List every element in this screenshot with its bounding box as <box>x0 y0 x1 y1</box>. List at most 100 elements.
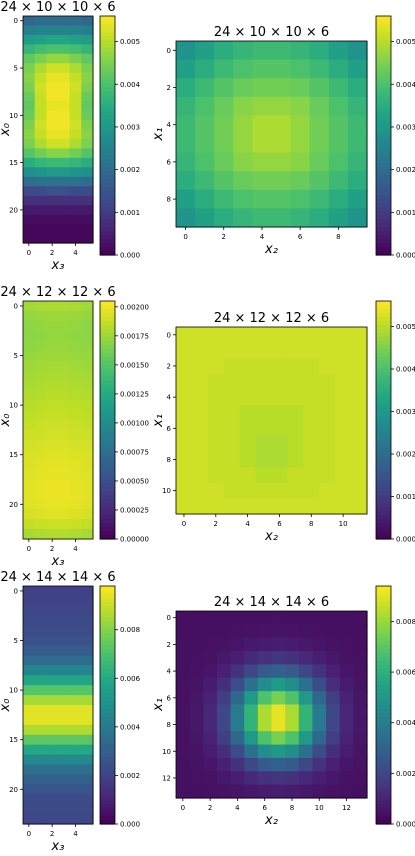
heatmap-cell <box>214 115 234 135</box>
heatmap-cell <box>23 420 36 431</box>
colorbar-segment <box>376 199 391 204</box>
colorbar-segment <box>376 597 391 603</box>
heatmap-cell <box>203 757 218 772</box>
heatmap-cell <box>298 624 314 639</box>
heatmap-cell <box>46 205 59 216</box>
colorbar-segment <box>376 47 391 53</box>
heatmap-cell <box>239 327 257 344</box>
colorbar-segment <box>100 491 115 496</box>
heatmap-cell <box>69 595 82 607</box>
heatmap-cell <box>69 233 82 244</box>
heatmap-cell <box>271 389 289 406</box>
heatmap-cell <box>58 44 71 55</box>
heatmap-cell <box>46 705 59 716</box>
heatmap-cell <box>58 645 71 657</box>
heatmap-cell <box>23 705 36 716</box>
heatmap-cell <box>351 327 368 344</box>
heatmap-cell <box>298 664 314 679</box>
colorbar-segment <box>100 653 115 658</box>
x-axis-label: x₃ <box>51 839 65 852</box>
heatmap-cell <box>23 655 36 666</box>
heatmap-cell <box>23 595 36 607</box>
colorbar-segment <box>376 736 391 742</box>
heatmap-cell <box>353 611 368 625</box>
colorbar-segment <box>100 79 115 85</box>
heatmap-cell <box>69 794 82 805</box>
y-tick-label: 20 <box>9 501 18 509</box>
y-tick-label: 5 <box>14 352 18 360</box>
heatmap-cell <box>81 439 94 451</box>
chart-title: 24 × 14 × 14 × 6 <box>214 595 329 610</box>
heatmap-cell <box>81 794 94 805</box>
heatmap-cell <box>335 498 352 515</box>
colorbar-segment <box>100 344 115 350</box>
heatmap-cell <box>81 310 94 322</box>
colorbar-segment <box>100 119 115 125</box>
colorbar-segment <box>100 219 115 224</box>
heatmap-cell <box>257 771 273 786</box>
heatmap-cell <box>233 208 253 228</box>
heatmap-cell <box>176 342 193 359</box>
heatmap-cell <box>46 120 59 131</box>
heatmap-cell <box>271 436 289 453</box>
colorbar-tick-label: 0.005 <box>120 38 140 46</box>
plot-frame <box>22 15 94 244</box>
heatmap-cell <box>81 205 94 216</box>
heatmap-cell <box>328 78 349 98</box>
heatmap-cell <box>46 586 59 597</box>
heatmap-cell <box>271 420 289 437</box>
colorbar-segment <box>376 796 391 801</box>
heatmap-cell <box>255 327 273 344</box>
heatmap-cell <box>34 148 47 159</box>
heatmap-cell <box>271 342 289 359</box>
heatmap-cell <box>46 129 59 140</box>
colorbar-segment <box>100 388 115 393</box>
colorbar-segment <box>376 227 391 232</box>
heatmap-cell <box>353 704 368 719</box>
heatmap-cell <box>69 605 82 617</box>
heatmap-cell <box>257 757 273 772</box>
heatmap-cell <box>176 757 191 772</box>
colorbar-tick-label: 0.000 <box>120 821 140 829</box>
heatmap-cell <box>176 637 191 652</box>
colorbar-segment <box>376 808 391 813</box>
heatmap-cell <box>298 611 314 625</box>
heatmap-cell <box>303 451 320 468</box>
heatmap-cell <box>58 625 71 637</box>
colorbar-segment <box>376 39 391 45</box>
x-tick-label: 10 <box>315 804 324 812</box>
heatmap-cell <box>287 404 304 422</box>
heatmap-cell <box>58 509 71 520</box>
colorbar-segment <box>100 507 115 512</box>
heatmap-cell <box>46 635 59 647</box>
heatmap-cell <box>239 436 257 453</box>
heatmap-cell <box>81 350 94 362</box>
heatmap-cell <box>309 171 330 191</box>
heatmap-cell <box>328 134 349 154</box>
colorbar-segment <box>376 127 391 133</box>
heatmap-cell <box>58 586 71 597</box>
colorbar-segment <box>376 423 391 429</box>
colorbar-segment <box>100 203 115 208</box>
colorbar-segment <box>100 308 115 314</box>
heatmap-cell <box>176 389 193 406</box>
heatmap-cell <box>23 350 36 362</box>
heatmap-cell <box>230 757 245 772</box>
colorbar-segment <box>100 223 115 228</box>
heatmap-cell <box>233 41 253 61</box>
heatmap-cell <box>252 59 273 79</box>
heatmap-cell <box>46 459 59 471</box>
colorbar-segment <box>376 523 391 528</box>
colorbar-frame <box>375 15 392 256</box>
heatmap-cell <box>69 420 82 431</box>
heatmap-cell <box>46 63 59 74</box>
heatmap-cell <box>312 677 327 692</box>
colorbar-segment <box>100 159 115 164</box>
colorbar-segment <box>376 115 391 121</box>
heatmap-cell <box>309 134 330 154</box>
colorbar-segment <box>376 507 391 512</box>
heatmap-cell <box>34 16 47 27</box>
heatmap-cell <box>326 744 341 759</box>
heatmap-cell <box>191 482 209 500</box>
heatmap-cell <box>339 624 354 639</box>
